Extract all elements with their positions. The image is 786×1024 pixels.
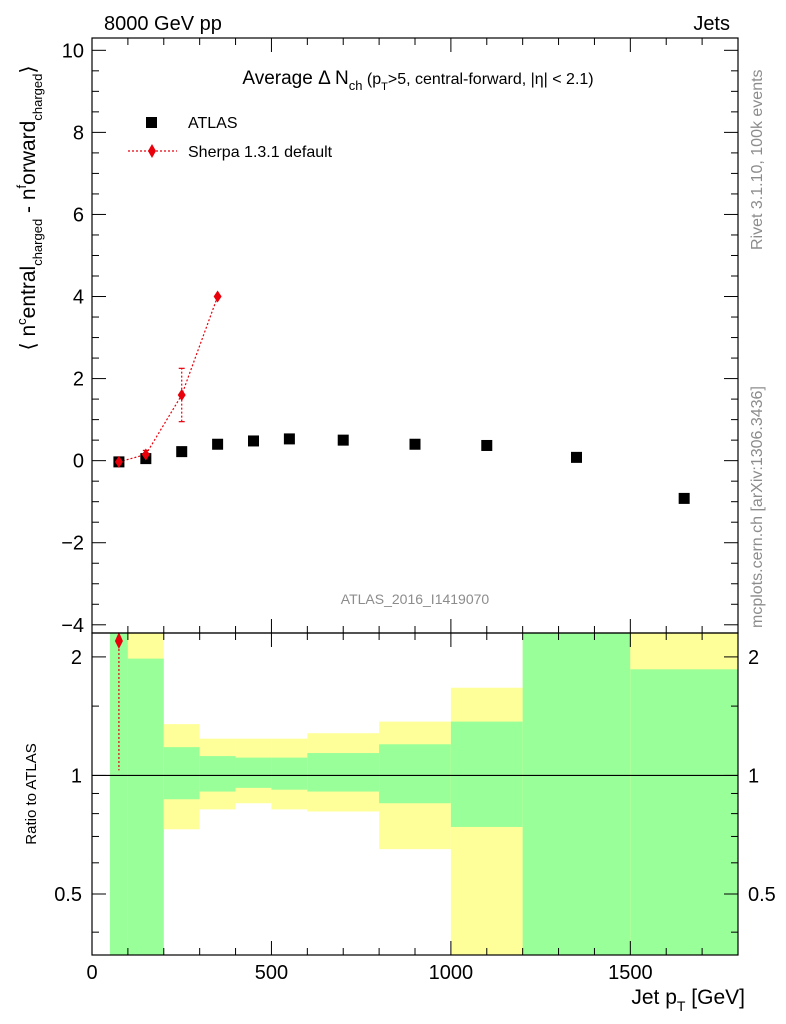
ratio-y-tick-label-right: 2 <box>748 647 759 669</box>
analysis-watermark: ATLAS_2016_I1419070 <box>341 591 490 607</box>
atlas-point <box>283 433 295 445</box>
ratio-band-inner <box>307 753 380 792</box>
main-y-tick-label: 10 <box>62 40 84 62</box>
ratio-axis-ticks: 0.5 0.5 1 1 2 2 0 500 1000 1500 <box>54 633 776 984</box>
atlas-point <box>212 438 224 450</box>
ratio-y-tick-label: 1 <box>71 765 82 787</box>
atlas-point <box>248 435 259 447</box>
ratio-band-inner <box>235 757 272 788</box>
ratio-y-tick-label: 0.5 <box>54 884 82 906</box>
mcplots-label: mcplots.cern.ch [arXiv:1306.3436] <box>749 386 766 628</box>
ratio-band-inner <box>450 721 523 827</box>
ratio-band-inner <box>163 747 200 800</box>
ratio-band-inner <box>109 633 128 955</box>
ratio-bands <box>109 633 738 955</box>
rivet-label: Rivet 3.1.10, 100k events <box>749 69 766 250</box>
main-y-tick-label: 8 <box>73 122 84 144</box>
ratio-band-inner <box>199 756 236 792</box>
sherpa-point <box>213 290 222 303</box>
legend: ATLAS Sherpa 1.3.1 default <box>128 115 333 161</box>
sherpa-ratio-point <box>114 632 123 649</box>
main-y-tick-label: 6 <box>73 204 84 226</box>
header-left: 8000 GeV pp <box>104 13 222 35</box>
main-y-tick-label: 4 <box>73 287 84 309</box>
atlas-point <box>337 434 349 446</box>
main-title: Average Δ Nch (pT>5, central-forward, |η… <box>242 68 593 93</box>
ratio-marks <box>92 632 738 777</box>
main-y-tick-label: 2 <box>73 369 84 391</box>
ratio-band-inner <box>127 658 164 955</box>
atlas-point <box>571 451 582 463</box>
main-y-axis-label: ⟨ ncentralcharged - nforwardcharged⟩ <box>14 65 45 350</box>
x-axis-label: Jet pT [GeV] <box>631 986 745 1014</box>
atlas-point <box>678 492 690 504</box>
header-right: Jets <box>693 13 730 35</box>
ratio-band-inner <box>271 757 308 790</box>
sherpa-point <box>177 389 186 401</box>
legend-atlas-label: ATLAS <box>188 115 238 132</box>
ratio-band-inner <box>522 633 631 955</box>
ratio-y-tick-label: 2 <box>71 647 82 669</box>
legend-sherpa-label: Sherpa 1.3.1 default <box>188 144 333 161</box>
x-tick-label: 1500 <box>608 962 653 984</box>
sherpa-point <box>141 448 150 461</box>
x-tick-label: 1000 <box>429 962 474 984</box>
legend-sherpa-marker <box>148 144 156 158</box>
atlas-point <box>481 439 493 451</box>
ratio-band-inner <box>630 669 738 955</box>
main-y-tick-label: −4 <box>61 615 84 637</box>
main-axis-ticks: −4 −2 0 2 4 6 8 10 <box>61 38 738 637</box>
x-tick-label: 0 <box>86 962 97 984</box>
atlas-point <box>409 438 421 450</box>
ratio-y-tick-label-right: 0.5 <box>748 884 776 906</box>
main-y-tick-label: −2 <box>61 533 84 555</box>
ratio-y-tick-label-right: 1 <box>748 765 759 787</box>
x-tick-label: 500 <box>255 962 288 984</box>
main-y-tick-label: 0 <box>73 451 84 473</box>
ratio-panel-frame <box>91 632 739 956</box>
ratio-y-axis-label: Ratio to ATLAS <box>23 743 40 844</box>
atlas-point <box>176 446 188 458</box>
sherpa-point <box>114 455 123 468</box>
ratio-band-inner <box>379 744 451 804</box>
sherpa-line <box>118 296 219 463</box>
legend-atlas-marker <box>146 117 157 128</box>
main-data-marks <box>113 290 690 504</box>
